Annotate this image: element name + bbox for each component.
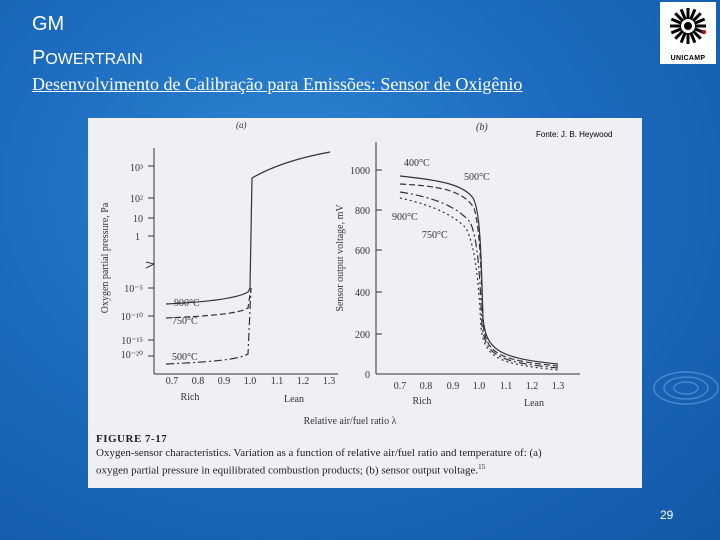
caption-line-1: Oxygen-sensor characteristics. Variation… [96, 447, 542, 459]
header-subtitle-rest: OWERTRAIN [45, 51, 143, 68]
panel-a-label: (a) [236, 120, 247, 130]
ytick-a: 10⁻⁵ [124, 284, 143, 295]
label-b-900c: 900°C [392, 212, 418, 223]
figure-caption: FIGURE 7-17 Oxygen-sensor characteristic… [96, 432, 542, 478]
page-number: 29 [660, 508, 674, 522]
ytick-a: 10² [130, 194, 143, 205]
curve-a-750c [165, 287, 252, 319]
curve-a-500c [165, 287, 252, 365]
figure-number: FIGURE 7-17 [96, 433, 168, 445]
logo-ray [691, 12, 702, 23]
source-credit: Fonte: J. B. Heywood [536, 130, 613, 139]
label-b-400c: 400°C [404, 158, 430, 169]
header-subtitle: POWERTRAIN [32, 46, 143, 72]
logo-ray [670, 17, 683, 25]
unicamp-logo: UNICAMP [660, 2, 716, 64]
xtick-a: 1.2 [297, 376, 310, 387]
xtick-b: 1.2 [526, 381, 539, 392]
xtick-b: 1.3 [552, 381, 565, 392]
xtick-a: 1.0 [244, 376, 257, 387]
unicamp-emblem-icon [670, 8, 706, 44]
caption-line-2-text: oxygen partial pressure in equilibrated … [96, 464, 479, 477]
xtick-b: 1.1 [500, 381, 513, 392]
panel-a-ylabel: Oxygen partial pressure, Pa [100, 202, 111, 313]
curve-b-500c [399, 183, 559, 367]
label-a-750c: 750°C [172, 316, 198, 327]
xtick-a: 0.8 [192, 376, 205, 387]
rich-label-b: Rich [413, 396, 432, 407]
lean-label-a: Lean [284, 394, 304, 405]
logo-ray [679, 8, 687, 21]
caption-reference: 15 [478, 463, 486, 471]
label-b-750c: 750°C [422, 230, 448, 241]
ytick-b: 0 [365, 370, 370, 381]
label-b-500c: 500°C [464, 172, 490, 183]
x-axis-label: Relative air/fuel ratio λ [304, 416, 397, 427]
ytick-b: 600 [355, 246, 370, 257]
label-a-900c: 900°C [174, 298, 200, 309]
xtick-a: 0.9 [218, 376, 231, 387]
logo-text: UNICAMP [670, 55, 706, 62]
water-ripple-decoration [653, 371, 719, 405]
logo-ray [693, 17, 706, 25]
xtick-a: 1.3 [323, 376, 336, 387]
ytick-a: 10³ [130, 163, 143, 174]
ytick-a: 10 [133, 214, 143, 225]
xtick-a: 0.7 [166, 376, 179, 387]
figure-panel: (a) (b) Oxygen partial pressure, Pa Sens… [88, 118, 642, 488]
logo-ray [679, 31, 687, 44]
lean-label-b: Lean [524, 398, 544, 409]
ytick-b: 400 [355, 288, 370, 299]
slide-title: Desenvolvimento de Calibração para Emiss… [32, 74, 523, 94]
logo-ray [670, 27, 683, 35]
header-subtitle-initial: P [32, 47, 46, 69]
logo-ray [674, 12, 685, 23]
curve-b-400c [399, 175, 559, 365]
logo-ray [689, 8, 697, 21]
ytick-a: 1 [135, 232, 140, 243]
logo-ray [689, 31, 697, 44]
rich-label-a: Rich [181, 392, 200, 403]
xtick-b: 0.8 [420, 381, 433, 392]
header-title: GM [32, 13, 65, 35]
panel-b-ylabel: Sensor output voltage, mV [335, 204, 346, 312]
ytick-a: 10⁻¹⁵ [121, 336, 143, 347]
logo-ray [691, 29, 702, 40]
xtick-b: 0.7 [394, 381, 407, 392]
logo-ray [674, 29, 685, 40]
oxygen-sensor-figure: (a) (b) Oxygen partial pressure, Pa Sens… [100, 120, 580, 427]
ytick-b: 800 [355, 206, 370, 217]
xtick-b: 0.9 [447, 381, 460, 392]
label-a-500c: 500°C [172, 352, 198, 363]
xtick-a: 1.1 [271, 376, 284, 387]
curve-b-900c [399, 191, 559, 369]
ytick-a: 10⁻¹⁰ [121, 312, 143, 323]
panel-b-label: (b) [476, 122, 488, 133]
caption-line-2: oxygen partial pressure in equilibrated … [96, 460, 542, 478]
ytick-b: 200 [355, 330, 370, 341]
curve-a-900c [165, 151, 331, 305]
ytick-b: 1000 [350, 166, 370, 177]
ytick-a: 10⁻²⁰ [121, 350, 143, 361]
xtick-b: 1.0 [473, 381, 486, 392]
